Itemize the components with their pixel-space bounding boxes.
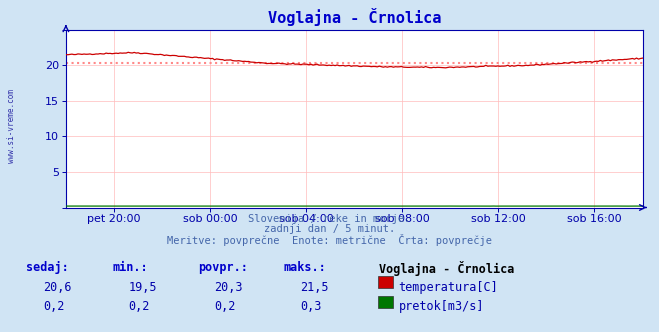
Title: Voglajna - Črnolica: Voglajna - Črnolica: [268, 8, 441, 26]
Text: pretok[m3/s]: pretok[m3/s]: [399, 300, 484, 313]
Text: 0,2: 0,2: [129, 300, 150, 313]
Text: 0,2: 0,2: [43, 300, 64, 313]
Text: 0,3: 0,3: [300, 300, 321, 313]
Text: Voglajna - Črnolica: Voglajna - Črnolica: [379, 261, 514, 276]
Text: 20,6: 20,6: [43, 281, 71, 293]
Text: 20,3: 20,3: [214, 281, 243, 293]
Text: zadnji dan / 5 minut.: zadnji dan / 5 minut.: [264, 224, 395, 234]
Text: www.si-vreme.com: www.si-vreme.com: [7, 89, 16, 163]
Text: 21,5: 21,5: [300, 281, 328, 293]
Text: 0,2: 0,2: [214, 300, 235, 313]
Text: sedaj:: sedaj:: [26, 261, 69, 274]
Text: Meritve: povprečne  Enote: metrične  Črta: povprečje: Meritve: povprečne Enote: metrične Črta:…: [167, 234, 492, 246]
Text: min.:: min.:: [112, 261, 148, 274]
Text: 19,5: 19,5: [129, 281, 157, 293]
Text: Slovenija / reke in morje.: Slovenija / reke in morje.: [248, 214, 411, 224]
Text: povpr.:: povpr.:: [198, 261, 248, 274]
Text: temperatura[C]: temperatura[C]: [399, 281, 498, 293]
Text: maks.:: maks.:: [283, 261, 326, 274]
